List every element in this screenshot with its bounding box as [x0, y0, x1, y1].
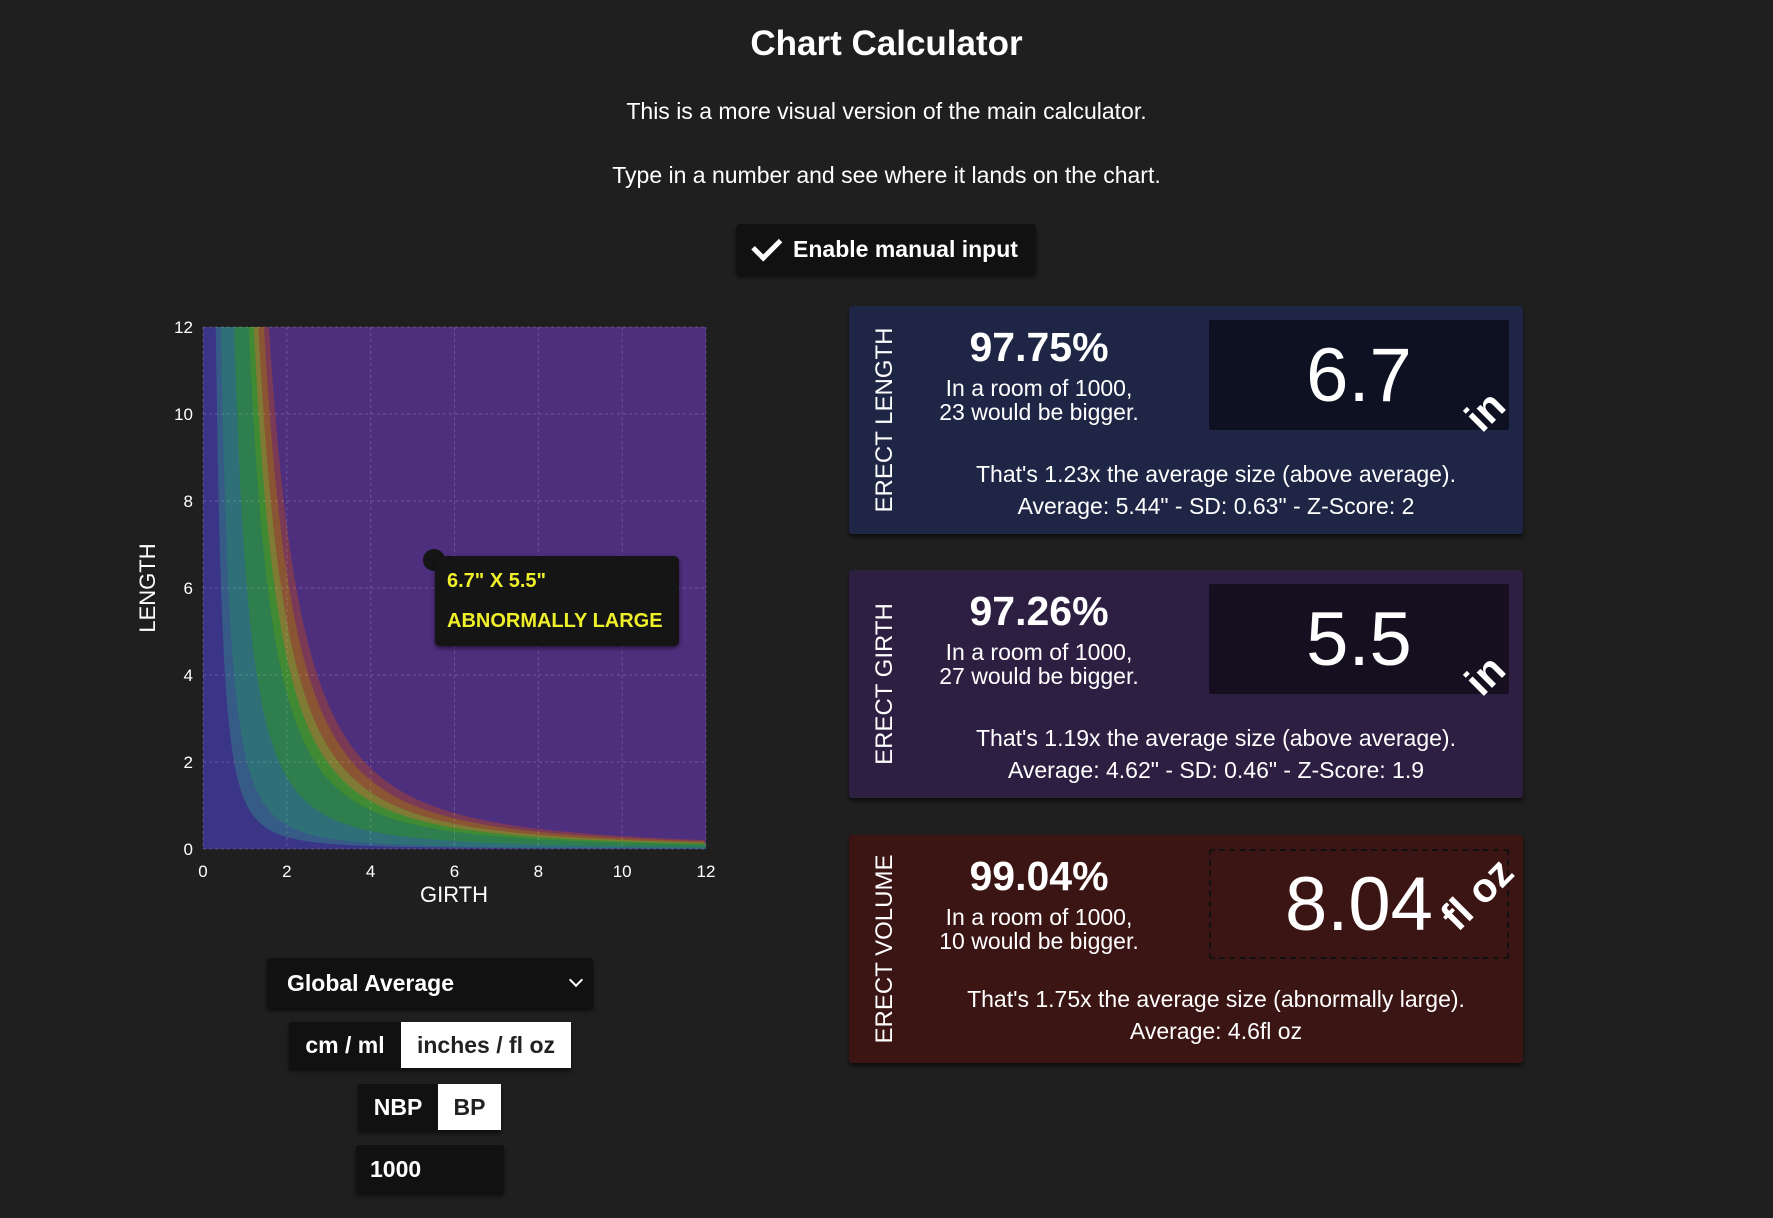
chart-band-8	[203, 327, 706, 849]
checkmark-icon	[751, 229, 783, 262]
x-tick-label: 2	[282, 862, 291, 881]
value-display[interactable]: 5.5	[1209, 584, 1509, 694]
room-text: In a room of 1000, 10 would be bigger.	[939, 904, 1139, 954]
value-display[interactable]: 8.04	[1209, 849, 1509, 959]
y-tick-label: 12	[174, 318, 193, 337]
x-tick-label: 8	[534, 862, 543, 881]
page-title: Chart Calculator	[750, 24, 1023, 63]
units-toggle: cm / ml inches / fl oz	[289, 1022, 571, 1068]
card-label: ERECT VOLUME	[871, 854, 898, 1044]
room-text: In a room of 1000, 27 would be bigger.	[939, 639, 1139, 689]
erect-girth-card: ERECT GIRTH 97.26% In a room of 1000, 27 …	[849, 570, 1523, 798]
population-select[interactable]: Global Average	[267, 958, 593, 1008]
percentile: 99.04%	[969, 853, 1109, 899]
card-label: ERECT GIRTH	[871, 603, 898, 765]
y-tick-label: 8	[184, 492, 193, 511]
y-tick-label: 4	[184, 666, 193, 685]
population-select-value: Global Average	[287, 969, 455, 996]
x-tick-label: 6	[450, 862, 459, 881]
chart-tooltip: 6.7" X 5.5" ABNORMALLY LARGE	[435, 556, 679, 646]
room-text: In a room of 1000, 23 would be bigger.	[939, 375, 1139, 425]
y-axis-label: LENGTH	[135, 543, 160, 632]
units-metric-option[interactable]: cm / ml	[289, 1022, 401, 1068]
comparison-text: That's 1.23x the average size (above ave…	[975, 461, 1456, 519]
y-tick-label: 0	[184, 840, 193, 859]
chevron-down-icon	[568, 972, 584, 988]
erect-length-card: ERECT LENGTH 97.75% In a room of 1000, 23…	[849, 306, 1523, 534]
x-tick-label: 12	[697, 862, 716, 881]
page-subtitle-1: This is a more visual version of the mai…	[626, 98, 1147, 124]
chart-band-2	[203, 327, 706, 849]
x-tick-label: 0	[198, 862, 207, 881]
x-axis-label: GIRTH	[420, 882, 488, 907]
card-label: ERECT LENGTH	[871, 327, 898, 513]
value-display[interactable]: 6.7	[1209, 320, 1509, 430]
mode-nbp-option[interactable]: NBP	[358, 1084, 438, 1130]
erect-volume-card: ERECT VOLUME 99.04% In a room of 1000, 10…	[849, 835, 1523, 1063]
y-tick-label: 10	[174, 405, 193, 424]
tooltip-classification: ABNORMALLY LARGE	[447, 610, 663, 632]
y-tick-label: 2	[184, 753, 193, 772]
comparison-text: That's 1.19x the average size (above ave…	[975, 725, 1456, 783]
mode-toggle: NBP BP	[358, 1084, 501, 1130]
tooltip-dimensions: 6.7" X 5.5"	[447, 570, 547, 592]
y-tick-label: 6	[184, 579, 193, 598]
percentile: 97.26%	[969, 588, 1109, 634]
manual-input-label: Enable manual input	[793, 235, 1018, 262]
mode-bp-option[interactable]: BP	[438, 1084, 501, 1130]
page-subtitle-2: Type in a number and see where it lands …	[612, 162, 1161, 188]
x-tick-label: 4	[366, 862, 375, 881]
room-size-input[interactable]: 1000	[356, 1145, 504, 1193]
enable-manual-input-button[interactable]: Enable manual input	[736, 224, 1036, 274]
comparison-text: That's 1.75x the average size (abnormall…	[967, 986, 1465, 1044]
percentile: 97.75%	[969, 324, 1109, 370]
x-tick-label: 10	[613, 862, 632, 881]
units-imperial-option[interactable]: inches / fl oz	[401, 1022, 571, 1068]
